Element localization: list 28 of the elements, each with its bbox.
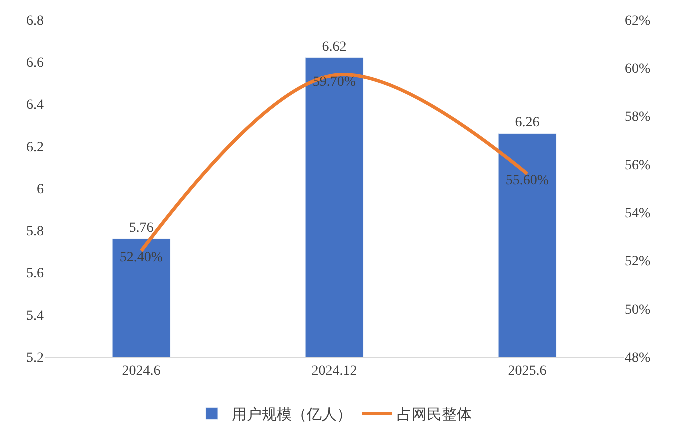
data-label: 55.60% xyxy=(506,174,550,189)
y2-tick-label: 52% xyxy=(625,254,651,270)
data-label: 5.76 xyxy=(129,221,154,236)
y2-tick-label: 62% xyxy=(625,14,651,29)
y-tick-label: 6.6 xyxy=(26,56,44,72)
data-label: 52.40% xyxy=(120,250,164,266)
legend-label: 用户规模（亿人） xyxy=(232,406,352,424)
y2-tick-label: 58% xyxy=(625,110,651,126)
y-tick-label: 6.2 xyxy=(26,140,44,156)
y-tick-label: 6.8 xyxy=(26,14,44,29)
y-tick-label: 5.8 xyxy=(26,224,44,240)
data-label: 6.26 xyxy=(515,116,540,131)
x-tick-label: 2024.6 xyxy=(122,364,161,379)
y2-tick-label: 60% xyxy=(625,62,651,78)
y-tick-label: 5.4 xyxy=(26,308,44,324)
y-tick-label: 6 xyxy=(37,182,44,198)
y-tick-label: 5.2 xyxy=(26,350,44,366)
y2-tick-label: 54% xyxy=(625,206,651,222)
x-tick-label: 2025.6 xyxy=(508,364,547,379)
y-tick-label: 6.4 xyxy=(26,98,44,114)
y-tick-label: 5.6 xyxy=(26,266,44,282)
legend-label: 占网民整体 xyxy=(397,406,472,424)
x-tick-label: 2024.12 xyxy=(312,364,358,379)
data-label: 6.62 xyxy=(322,40,347,55)
data-label: 59.70% xyxy=(312,74,356,90)
y2-tick-label: 56% xyxy=(625,158,651,174)
y2-tick-label: 50% xyxy=(625,302,651,318)
y2-tick-label: 48% xyxy=(625,350,651,366)
